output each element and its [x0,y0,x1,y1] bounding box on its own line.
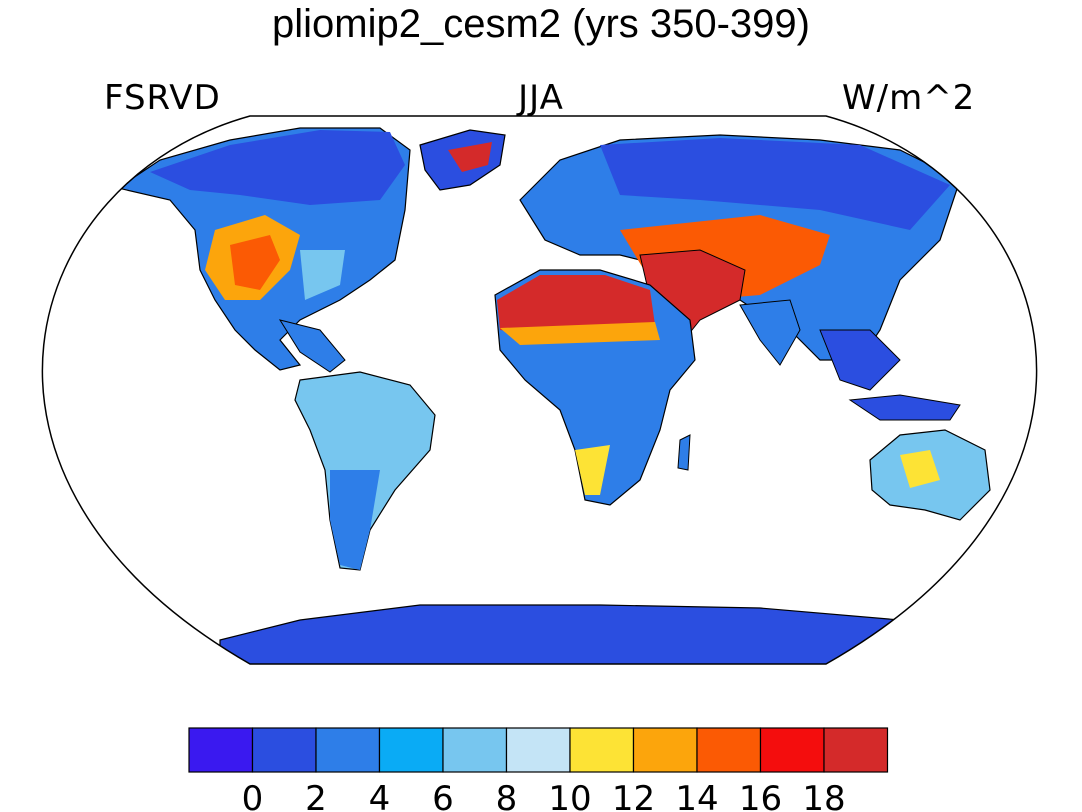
southern-africa [575,445,610,495]
colorbar-swatch [378,727,444,773]
us-east-light [300,250,345,300]
colorbar-tick-label: 4 [369,779,391,812]
variable-label: FSRVD [104,78,221,118]
greenland-interior [448,142,492,172]
colorbar-swatch [632,727,698,773]
colorbar-swatch [569,727,635,773]
central-america [278,319,346,373]
siberia [600,138,950,230]
figure-title: pliomip2_cesm2 (yrs 350-399) [271,2,810,46]
madagascar [677,434,691,471]
sahel [500,322,660,345]
sahara [497,275,655,335]
colorbar-tick-label: 0 [242,779,264,812]
colorbar-swatch [315,727,381,773]
colorbar-tick-label: 14 [675,779,718,812]
colorbar-swatch [696,727,762,773]
australia-interior [900,450,940,488]
colorbar-tick-label: 12 [612,779,655,812]
colorbar-tick-label: 10 [548,779,591,812]
colorbar-swatch [505,727,571,773]
antarctica [219,604,1001,664]
us-southwest-hotter [230,235,280,290]
colorbar-swatch [823,727,889,773]
south-america-south [330,470,380,570]
colorbar-tick-label: 18 [802,779,845,812]
southeast-asia [819,329,901,391]
season-label: JJA [518,78,564,118]
units-label: W/m^2 [842,78,976,118]
north-america-north [150,130,405,205]
colorbar-swatch [759,727,825,773]
colorbar-swatch [251,727,317,773]
indonesia [848,394,961,421]
colorbar-tick-label: 16 [739,779,782,812]
india [739,299,801,366]
colorbar-tick-label: 8 [496,779,518,812]
colorbar-tick-label: 6 [432,779,454,812]
map-outline [41,115,1038,665]
colorbar-tick-label: 2 [305,779,327,812]
colorbar-swatch [442,727,508,773]
colorbar-swatch [188,727,254,773]
